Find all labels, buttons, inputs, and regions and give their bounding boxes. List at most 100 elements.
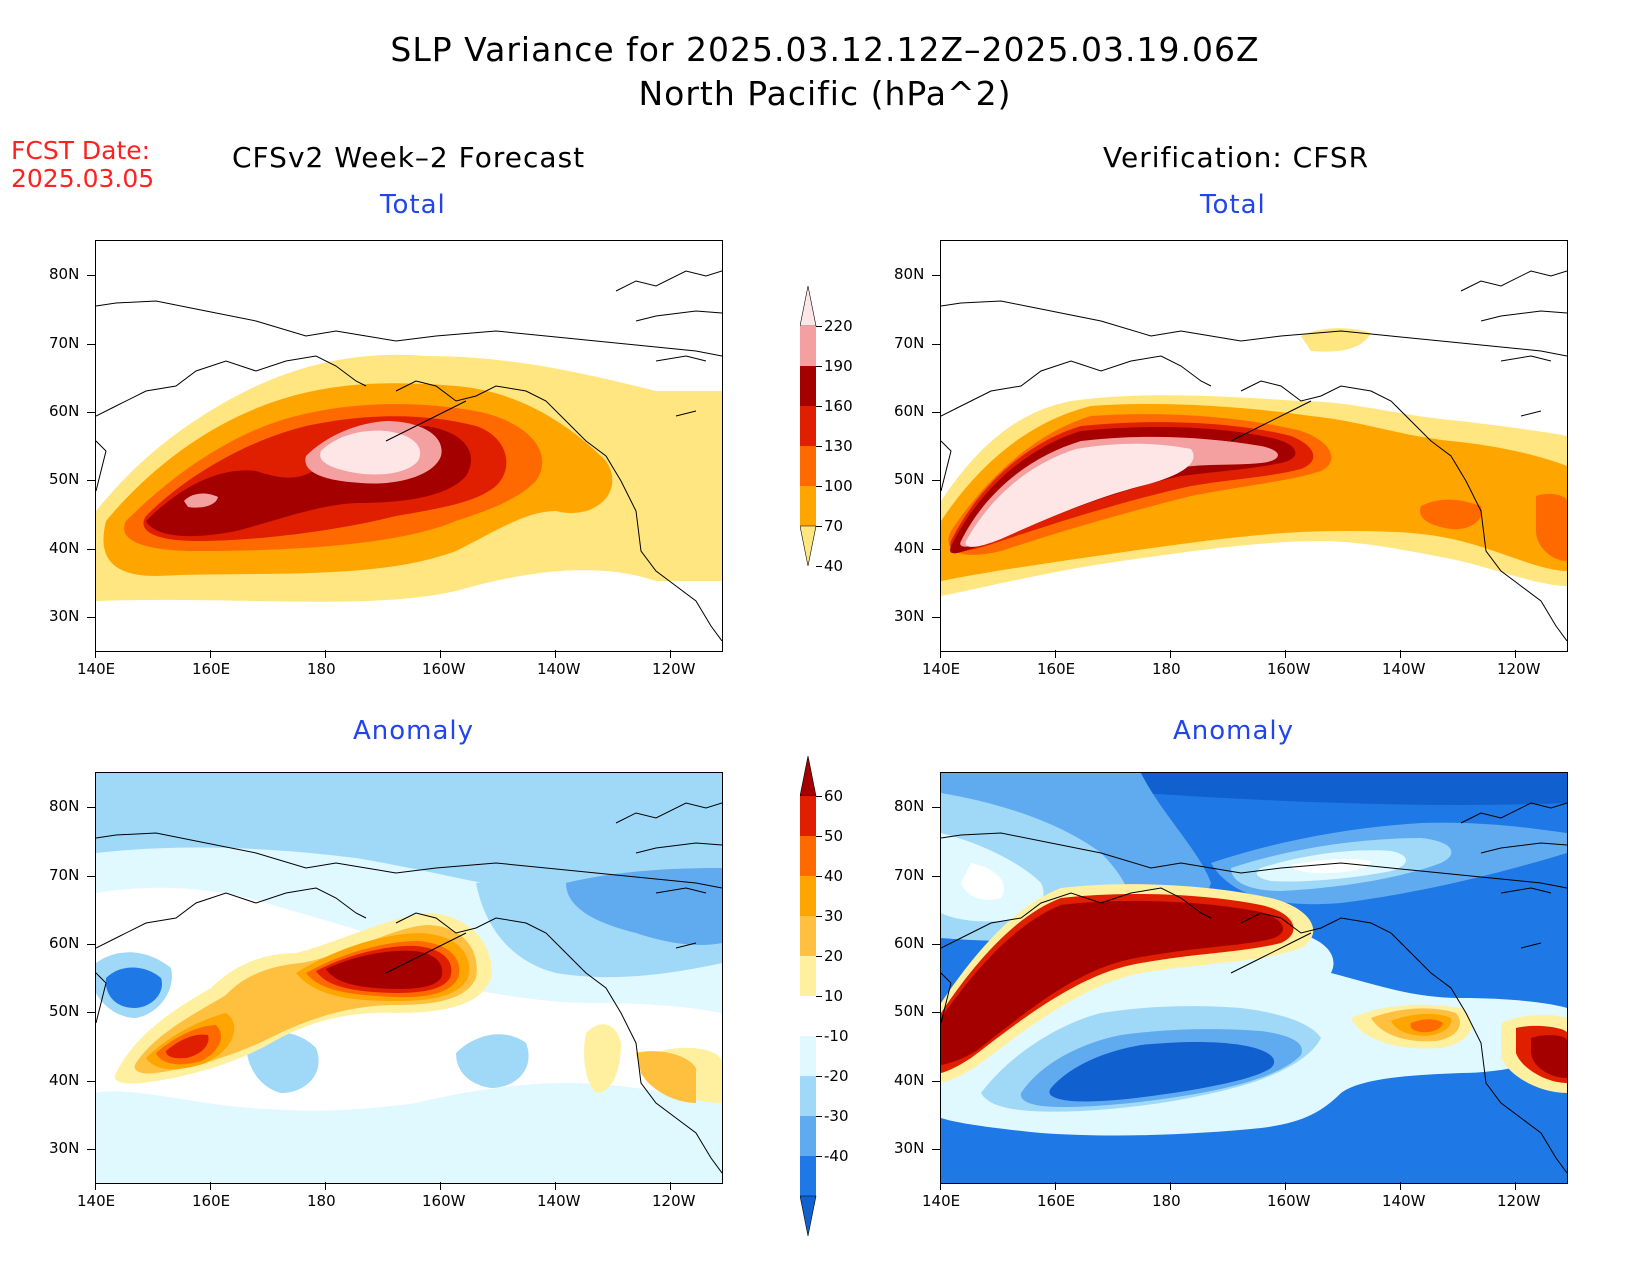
colorbar-label: 70 (824, 517, 844, 535)
lon-tick (95, 650, 96, 658)
lon-tick (440, 1182, 441, 1190)
contour-fill-pos50b (166, 1034, 209, 1059)
lat-label: 50N (49, 1002, 80, 1020)
lon-label: 140E (77, 660, 116, 678)
fcst-date-label: FCST Date: (11, 136, 151, 165)
lon-tick (210, 650, 211, 658)
colorbar-segment (800, 796, 816, 836)
colorbar-segment (800, 956, 816, 996)
contour-fill-100b (1420, 499, 1482, 530)
cbar-anom-svg (800, 756, 817, 1237)
lat-tick (87, 1149, 95, 1150)
panel-label-fcst-anomaly: Anomaly (353, 716, 475, 746)
lat-tick (87, 275, 95, 276)
lon-label: 120W (1497, 1192, 1541, 1210)
lat-tick (932, 344, 940, 345)
lat-tick (87, 807, 95, 808)
contour-fill-neg40b (1141, 773, 1567, 805)
lon-tick (95, 1182, 96, 1190)
lon-label: 140W (537, 660, 581, 678)
colorbar-label: 190 (824, 357, 853, 375)
colorbar-segment (800, 1076, 816, 1116)
lon-label: 160W (1267, 660, 1311, 678)
map-panel-fcst-anomaly (95, 772, 723, 1184)
contour-fill-white (1291, 858, 1371, 873)
lat-tick (87, 617, 95, 618)
lat-tick (932, 617, 940, 618)
lon-tick (1515, 1182, 1516, 1190)
colorbar-segment (800, 406, 816, 446)
colorbar-segment (800, 756, 817, 797)
colorbar-label: 20 (824, 947, 844, 965)
lat-tick (87, 944, 95, 945)
lat-label: 70N (49, 334, 80, 352)
lon-tick (1055, 1182, 1056, 1190)
contour-fill-neg30b (105, 967, 162, 1008)
lat-label: 30N (49, 1139, 80, 1157)
lon-label: 140W (1382, 660, 1426, 678)
lat-tick (932, 1149, 940, 1150)
map-panel-cfsr-total (940, 240, 1568, 652)
lat-tick (932, 944, 940, 945)
column-heading-forecast: CFSv2 Week–2 Forecast (232, 141, 586, 174)
lon-tick (555, 1182, 556, 1190)
lon-tick (325, 650, 326, 658)
lat-label: 40N (49, 1071, 80, 1089)
colorbar-label: -30 (824, 1107, 849, 1125)
colorbar-tick (816, 876, 822, 877)
contour-fill-pos20b (636, 1051, 696, 1103)
lon-tick (210, 1182, 211, 1190)
lat-tick (932, 876, 940, 877)
colorbar-tick (816, 326, 822, 327)
map-fcst-total (96, 270, 722, 642)
contour-fill-220 (965, 443, 1194, 547)
lat-tick (932, 275, 940, 276)
lon-tick (1400, 650, 1401, 658)
lon-label: 180 (1152, 660, 1181, 678)
colorbar-label: 220 (824, 317, 853, 335)
lon-tick (1285, 650, 1286, 658)
lon-label: 180 (1152, 1192, 1181, 1210)
lat-label: 30N (894, 607, 925, 625)
lon-tick (1515, 650, 1516, 658)
contour-fill-190 (960, 436, 1278, 547)
colorbar-label: 130 (824, 437, 853, 455)
colorbar-tick (816, 406, 822, 407)
lon-tick (670, 650, 671, 658)
panel-label-fcst-total: Total (380, 190, 446, 220)
lon-tick (1055, 650, 1056, 658)
lon-label: 160E (192, 1192, 231, 1210)
lon-label: 140E (922, 1192, 961, 1210)
lat-label: 60N (894, 934, 925, 952)
lat-tick (87, 480, 95, 481)
colorbar-tick (816, 916, 822, 917)
panel-label-cfsr-anomaly: Anomaly (1173, 716, 1295, 746)
coastline (941, 270, 1567, 642)
colorbar-label: 10 (824, 987, 844, 1005)
colorbar-tick (816, 1036, 822, 1037)
lon-label: 140W (1382, 1192, 1426, 1210)
contour-fill-neg20 (96, 773, 722, 898)
colorbar-segment (800, 326, 816, 366)
colorbar-segment (800, 286, 817, 327)
lat-tick (87, 344, 95, 345)
lat-label: 70N (894, 866, 925, 884)
lat-label: 70N (49, 866, 80, 884)
colorbar-segment (800, 1156, 816, 1196)
lon-label: 160W (422, 660, 466, 678)
colorbar-label: 100 (824, 477, 853, 495)
lat-label: 30N (49, 607, 80, 625)
colorbar-label: 30 (824, 907, 844, 925)
colorbar-segment (800, 876, 816, 916)
lon-label: 120W (1497, 660, 1541, 678)
contour-fill-neg20c (246, 1032, 319, 1093)
lat-label: 80N (49, 265, 80, 283)
lon-tick (1170, 650, 1171, 658)
column-heading-verification: Verification: CFSR (1103, 141, 1370, 174)
lon-tick (1285, 1182, 1286, 1190)
lon-tick (440, 650, 441, 658)
lat-label: 30N (894, 1139, 925, 1157)
lon-tick (670, 1182, 671, 1190)
contour-fill-pos60 (941, 900, 1283, 1065)
colorbar-tick (816, 566, 822, 567)
